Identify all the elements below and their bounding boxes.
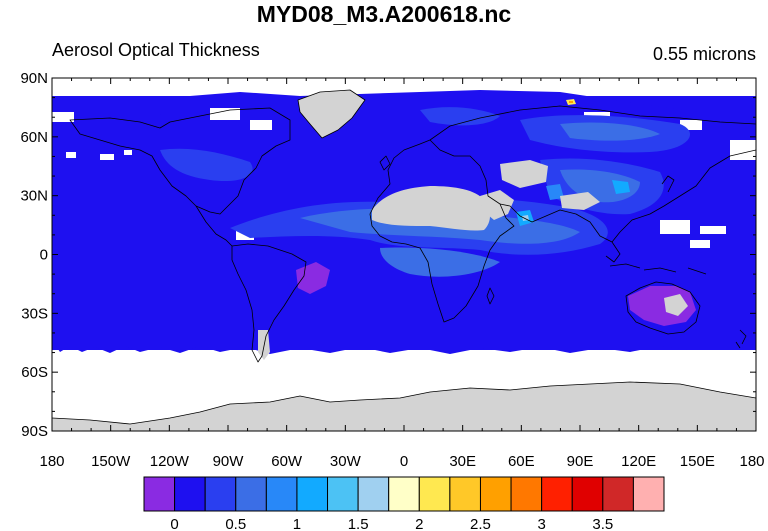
new-zealand-coast — [735, 329, 747, 349]
indonesia-coast — [609, 263, 707, 275]
colorbar-swatch — [541, 476, 573, 512]
greenland — [298, 90, 365, 138]
indochina-coast — [605, 241, 621, 263]
aot-field-southern-edge — [52, 330, 756, 354]
greenland-coast — [297, 89, 366, 139]
lon-tick-label: 30W — [330, 453, 362, 470]
colorbar: 0 0.5 1 1.5 2 2.5 3 3.5 — [143, 476, 665, 531]
lon-tick-label: 180 — [39, 453, 64, 470]
uk-coast — [379, 155, 391, 171]
aot-enhanced-regions — [160, 99, 690, 277]
lon-tick-label: 120E — [621, 453, 656, 470]
australia-coast — [625, 281, 701, 335]
lat-tick-label: 30N — [20, 188, 48, 205]
land-mask — [52, 90, 756, 431]
lon-tick-label: 120W — [150, 453, 190, 470]
colorbar-label: 2 — [415, 516, 423, 531]
colorbar-swatch — [449, 476, 481, 512]
central-asia — [500, 160, 548, 188]
colorbar-swatch — [632, 476, 665, 512]
variable-name-label: Aerosol Optical Thickness — [52, 40, 260, 60]
colorbar-swatch — [602, 476, 634, 512]
australia-interior-mask — [664, 294, 688, 316]
plot-title: MYD08_M3.A200618.nc — [256, 1, 512, 27]
colorbar-swatch — [479, 476, 512, 512]
south-america-coast — [231, 243, 307, 363]
lon-tick-label: 30E — [449, 453, 476, 470]
colorbar-label: 0.5 — [225, 516, 246, 531]
lon-tick-label: 0 — [400, 453, 408, 470]
antarctica — [52, 382, 756, 431]
lat-tick-label: 90N — [20, 70, 48, 87]
latitude-axis: 90N 60N 30N 0 30S 60S 90S — [20, 70, 756, 440]
lon-tick-label: 90E — [567, 453, 594, 470]
colorbar-swatch — [174, 476, 206, 512]
colorbar-label: 2.5 — [470, 516, 491, 531]
lat-tick-label: 60S — [21, 364, 48, 381]
lon-tick-label: 180 — [739, 453, 764, 470]
madagascar-coast — [486, 287, 495, 305]
japan-coast — [661, 175, 675, 193]
colorbar-label: 1.5 — [348, 516, 369, 531]
map-field — [52, 78, 756, 431]
lon-tick-label: 60E — [508, 453, 535, 470]
colorbar-swatch — [327, 476, 359, 512]
lon-tick-label: 90W — [213, 453, 245, 470]
wavelength-label: 0.55 microns — [652, 44, 756, 64]
colorbar-swatch — [418, 476, 451, 512]
colorbar-swatch — [204, 476, 237, 512]
colorbar-label: 3 — [537, 516, 545, 531]
longitude-axis: 180 150W 120W 90W 60W 30W 0 30E 60E 90E 120E 150E 18… — [39, 78, 765, 470]
lon-tick-label: 150W — [91, 453, 131, 470]
lon-tick-label: 150E — [680, 453, 715, 470]
colorbar-swatch — [510, 476, 543, 512]
colorbar-swatch — [571, 476, 604, 512]
north-america-coast — [69, 107, 291, 215]
lat-tick-label: 0 — [40, 247, 48, 264]
europe-africa-coast — [369, 139, 515, 323]
colorbar-swatch — [296, 476, 329, 512]
colorbar-label: 1 — [293, 516, 301, 531]
coastlines — [52, 89, 756, 425]
colorbar-label: 3.5 — [592, 516, 613, 531]
colorbar-swatch — [235, 476, 267, 512]
sahara-arabia — [372, 186, 490, 231]
colorbar-swatch — [143, 476, 176, 512]
antarctica-coast — [52, 381, 756, 425]
colorbar-label: 0 — [170, 516, 178, 531]
lat-tick-label: 60N — [20, 129, 48, 146]
lat-tick-label: 90S — [21, 423, 48, 440]
colorbar-swatch — [357, 476, 390, 512]
colorbar-swatch — [265, 476, 298, 512]
tibet — [560, 192, 600, 210]
lon-tick-label: 60W — [271, 453, 303, 470]
lat-tick-label: 30S — [21, 305, 48, 322]
arabian-peninsula — [480, 190, 514, 220]
colorbar-swatch — [388, 476, 420, 512]
central-america-coast — [195, 205, 233, 247]
